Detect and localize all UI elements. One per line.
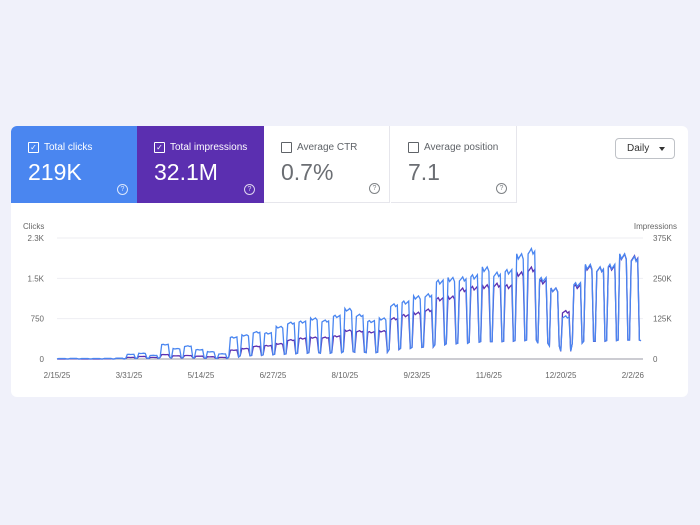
question-circle-icon[interactable]: ? xyxy=(117,184,128,195)
x-tick-label: 9/23/25 xyxy=(404,371,431,380)
metric-label: Total impressions xyxy=(170,142,248,153)
right-tick-label: 125K xyxy=(653,315,672,324)
right-tick-label: 250K xyxy=(653,274,672,283)
series-line-clicks xyxy=(56,246,642,360)
left-tick-label: 0 xyxy=(40,355,45,364)
x-tick-label: 8/10/25 xyxy=(332,371,359,380)
right-axis-label: Impressions xyxy=(634,222,677,231)
question-circle-icon[interactable]: ? xyxy=(244,184,255,195)
metric-label: Average CTR xyxy=(297,142,358,153)
metric-value: 0.7% xyxy=(281,159,334,185)
x-tick-label: 5/14/25 xyxy=(188,371,215,380)
performance-card: ✓ Total clicks 219K ? ✓ Total impressions … xyxy=(11,126,688,397)
question-circle-icon[interactable]: ? xyxy=(369,183,380,194)
right-tick-label: 375K xyxy=(653,234,672,243)
metric-label: Average position xyxy=(424,142,499,153)
metric-value: 32.1M xyxy=(154,159,218,185)
series-line-impressions xyxy=(57,252,642,360)
metric-total-impressions[interactable]: ✓ Total impressions 32.1M ? xyxy=(137,126,264,203)
checkbox-checked-icon[interactable]: ✓ xyxy=(28,142,39,153)
x-tick-label: 2/15/25 xyxy=(44,371,71,380)
metric-value: 7.1 xyxy=(408,159,440,185)
metric-value: 219K xyxy=(28,159,82,185)
x-tick-label: 2/2/26 xyxy=(622,371,645,380)
checkbox-unchecked-icon[interactable] xyxy=(408,142,419,153)
left-axis-label: Clicks xyxy=(23,222,44,231)
checkbox-unchecked-icon[interactable] xyxy=(281,142,292,153)
metric-label: Total clicks xyxy=(44,142,93,153)
right-tick-label: 0 xyxy=(653,355,658,364)
left-tick-label: 750 xyxy=(31,315,45,324)
x-tick-label: 6/27/25 xyxy=(260,371,287,380)
left-tick-label: 2.3K xyxy=(28,234,45,243)
checkbox-checked-icon[interactable]: ✓ xyxy=(154,142,165,153)
period-value: Daily xyxy=(627,143,650,154)
metric-average-position[interactable]: Average position 7.1 ? xyxy=(391,126,517,203)
x-tick-label: 3/31/25 xyxy=(116,371,143,380)
metric-average-ctr[interactable]: Average CTR 0.7% ? xyxy=(264,126,390,203)
caret-down-icon xyxy=(659,147,665,151)
metric-total-clicks[interactable]: ✓ Total clicks 219K ? xyxy=(11,126,137,203)
left-tick-label: 1.5K xyxy=(28,274,45,283)
period-dropdown[interactable]: Daily xyxy=(615,138,675,159)
x-tick-label: 11/6/25 xyxy=(476,371,503,380)
performance-chart: Clicks Impressions 0 0 750 125K 1.5K 250K 2.3K… xyxy=(23,222,677,380)
x-tick-label: 12/20/25 xyxy=(545,371,577,380)
question-circle-icon[interactable]: ? xyxy=(496,183,507,194)
